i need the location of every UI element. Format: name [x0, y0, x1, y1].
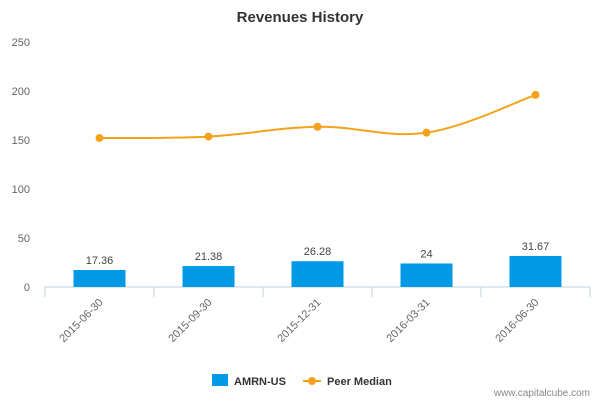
peer-median-line	[99, 93, 536, 140]
x-tick-label: 2015-06-30	[57, 297, 105, 345]
y-tick-label: 100	[12, 184, 30, 196]
y-tick-label: 50	[18, 233, 30, 245]
x-tick-label: 2016-03-31	[384, 297, 432, 345]
peer-median-point	[204, 132, 213, 141]
bar-data-labels: 17.36 21.38 26.28 24 31.67	[86, 241, 550, 267]
peer-median-point	[95, 134, 104, 143]
x-tick-label: 2015-12-31	[275, 297, 323, 345]
peer-median-point	[313, 122, 322, 131]
legend: AMRN-US Peer Median	[212, 374, 392, 388]
line-series	[95, 90, 540, 143]
y-tick-label: 0	[24, 282, 30, 294]
peer-median-point	[531, 90, 540, 99]
peer-median-point	[422, 128, 431, 137]
bar	[291, 261, 344, 287]
bar	[400, 263, 453, 287]
x-axis-ticks: 2015-06-30 2015-09-30 2015-12-31 2016-03-31…	[44, 287, 591, 345]
bar-value-label: 24	[420, 248, 432, 260]
y-tick-label: 150	[12, 135, 30, 147]
bar-value-label: 21.38	[195, 251, 223, 263]
bar-value-label: 17.36	[86, 255, 114, 267]
bar	[509, 255, 562, 287]
bar-value-label: 31.67	[522, 241, 550, 253]
footer-credit: www.capitalcube.com	[493, 388, 590, 399]
y-tick-label: 250	[12, 37, 30, 49]
y-tick-label: 200	[12, 86, 30, 98]
legend-marker-peer-median	[308, 377, 316, 385]
legend-label-peer-median: Peer Median	[327, 376, 392, 388]
bar	[182, 266, 235, 287]
bar	[73, 269, 126, 287]
bar-value-label: 26.28	[304, 246, 332, 258]
x-tick-label: 2016-06-30	[493, 297, 541, 345]
chart-title: Revenues History	[237, 9, 364, 26]
y-axis-ticks: 0 50 100 150 200 250	[12, 37, 30, 294]
legend-swatch-amrn	[212, 374, 228, 386]
x-tick-label: 2015-09-30	[166, 297, 214, 345]
legend-label-amrn: AMRN-US	[234, 376, 286, 388]
bar-series	[73, 255, 562, 287]
